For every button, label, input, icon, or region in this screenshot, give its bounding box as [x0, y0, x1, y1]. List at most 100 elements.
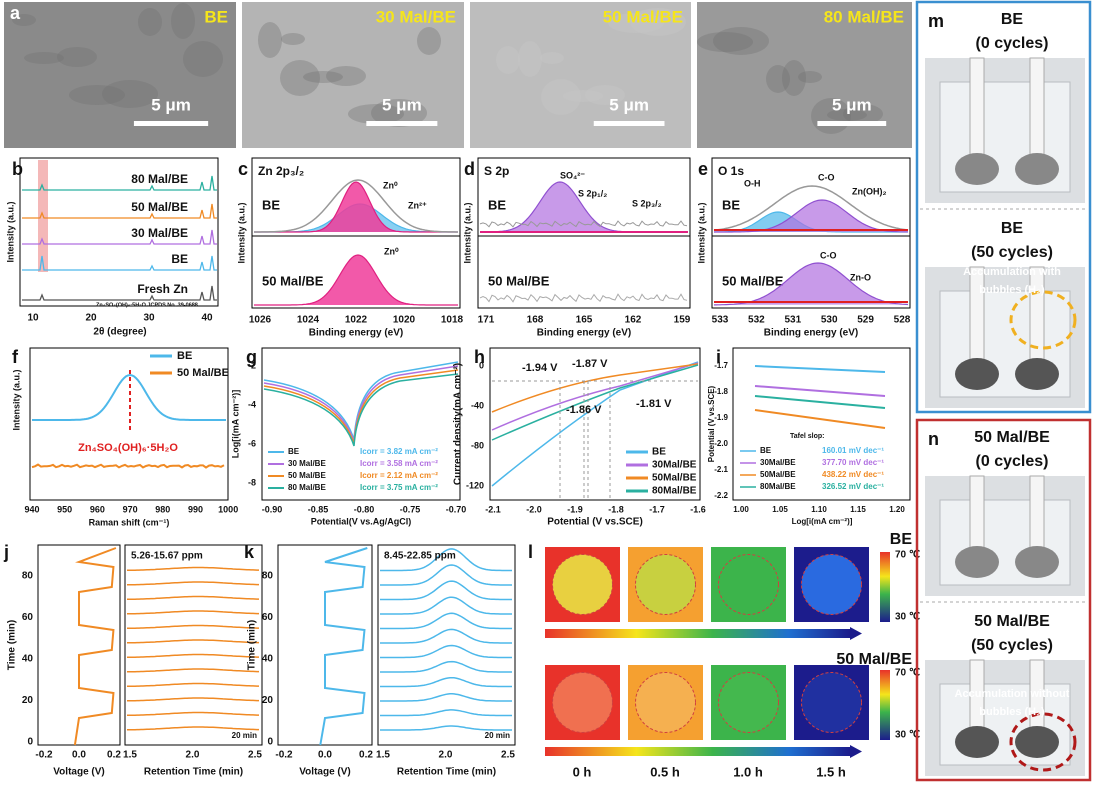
y-tick-label: -8: [248, 477, 256, 487]
x-tick-label: 1.5: [123, 750, 137, 761]
x-tick-label: 10: [27, 313, 39, 324]
texture: [69, 85, 125, 105]
curve: [127, 568, 259, 571]
x-axis-label: Raman shift (cm⁻¹): [89, 517, 170, 527]
curve: [127, 626, 259, 629]
texture: [766, 65, 790, 93]
panel-label: b: [12, 159, 23, 179]
y-axis-label: Time (min): [247, 620, 258, 670]
electrode-disc: [1015, 546, 1059, 578]
y-tick-label: -6: [248, 438, 256, 448]
curve: [32, 465, 224, 468]
curve: [380, 694, 512, 701]
panel-title: O 1s: [718, 164, 744, 178]
curve: [127, 713, 259, 716]
x-tick-label: 1000: [218, 504, 238, 514]
legend-entry: 80Mal/BE: [652, 486, 697, 497]
curve: [320, 548, 367, 745]
y-tick-label: 60: [262, 612, 274, 623]
x-tick-label: 533: [712, 315, 729, 326]
curve: [75, 548, 116, 745]
curve: [755, 396, 885, 408]
y-tick-label: -4: [248, 399, 256, 409]
curve: [714, 200, 908, 232]
legend-entry: 30 Mal/BE: [288, 459, 326, 468]
sample: [553, 555, 613, 615]
legend-entry: BE: [652, 447, 666, 458]
label: Accumulation with: [963, 266, 1061, 278]
scale-bar: [366, 121, 437, 126]
x-tick-label: -0.70: [446, 504, 467, 514]
photo-title: BE: [1001, 220, 1024, 237]
label: O-H: [744, 178, 761, 188]
y-axis-label: Intensity (a.u.): [696, 202, 706, 263]
panel-title: Zn 2p₃/₂: [258, 164, 304, 178]
x-tick-label: -1.8: [608, 504, 624, 514]
label: -1.87 V: [572, 358, 608, 370]
curve: [254, 182, 458, 232]
x-tick-label: -2.1: [485, 504, 501, 514]
y-tick-label: 20: [22, 695, 34, 706]
photo-title: 50 Mal/BE: [974, 429, 1050, 446]
x-tick-label: 970: [123, 504, 138, 514]
curve: [380, 710, 512, 716]
x-tick-label: 532: [748, 315, 765, 326]
x-tick-label: 531: [784, 315, 801, 326]
x-tick-label: 159: [674, 315, 691, 326]
y-axis-label: Time (min): [7, 620, 18, 670]
label: Zn²⁺: [408, 200, 427, 210]
x-tick-label: -1.7: [649, 504, 665, 514]
photo-title: BE: [1001, 11, 1024, 28]
panel-label: n: [928, 429, 939, 449]
x-axis-label: Log[i(mA cm⁻²)]: [792, 517, 853, 526]
icorr-label: Icorr = 3.82 mA cm⁻²: [360, 447, 438, 456]
y-tick-label: -1.8: [714, 387, 728, 396]
curve: [755, 366, 885, 372]
x-tick-label: 1026: [249, 315, 272, 326]
x-tick-label: -0.2: [275, 750, 293, 761]
x-tick-label: -0.80: [354, 504, 375, 514]
label: Zn(OH)₂: [852, 186, 887, 196]
sample: [553, 673, 613, 733]
y-tick-label: 40: [22, 654, 34, 665]
label: -1.86 V: [566, 404, 602, 416]
legend-entry: BE: [171, 252, 188, 266]
curve: [755, 410, 885, 428]
legend-entry: Fresh Zn: [137, 282, 188, 296]
scale-label: 5 μm: [832, 95, 872, 114]
time-label: 1.0 h: [733, 764, 763, 779]
sample: [802, 673, 862, 733]
x-tick-label: 171: [478, 315, 495, 326]
x-tick-label: 1.00: [733, 505, 749, 514]
curve: [127, 582, 259, 585]
texture: [697, 32, 753, 52]
electrode-disc: [1015, 153, 1059, 185]
x-tick-label: 2.5: [501, 750, 515, 761]
y-tick-label: -2.1: [714, 465, 728, 474]
x-axis-label: 2θ (degree): [93, 327, 146, 338]
sample-label: 50 Mal/BE: [262, 273, 324, 288]
scale-label: 5 μm: [382, 95, 422, 114]
frame: [38, 545, 120, 745]
electrode-disc: [1015, 726, 1059, 758]
icorr-label: Icorr = 3.58 mA cm⁻²: [360, 459, 438, 468]
curve: [127, 727, 259, 730]
y-axis-label: Intensity (a.u.): [236, 202, 246, 263]
y-axis-label: Intensity (a.u.): [11, 369, 21, 430]
legend-entry: 80 Mal/BE: [131, 172, 188, 186]
photo-title: 50 Mal/BE: [974, 613, 1050, 630]
y-axis-label: Potential (V vs.SCE): [707, 385, 716, 462]
x-tick-label: 40: [201, 313, 213, 324]
y-tick-label: 40: [262, 654, 274, 665]
label: S 2p₁/₂: [578, 188, 607, 198]
y-tick-label: -2.0: [714, 439, 728, 448]
colorbar: [880, 670, 890, 740]
slope-label: 438.22 mV dec⁻¹: [822, 470, 884, 479]
x-tick-label: -2.0: [526, 504, 542, 514]
curve: [127, 640, 259, 643]
texture: [541, 79, 581, 115]
label: C-O: [818, 172, 835, 182]
x-tick-label: 1.10: [811, 505, 827, 514]
x-tick-label: 1.20: [889, 505, 905, 514]
electrode-disc: [955, 153, 999, 185]
